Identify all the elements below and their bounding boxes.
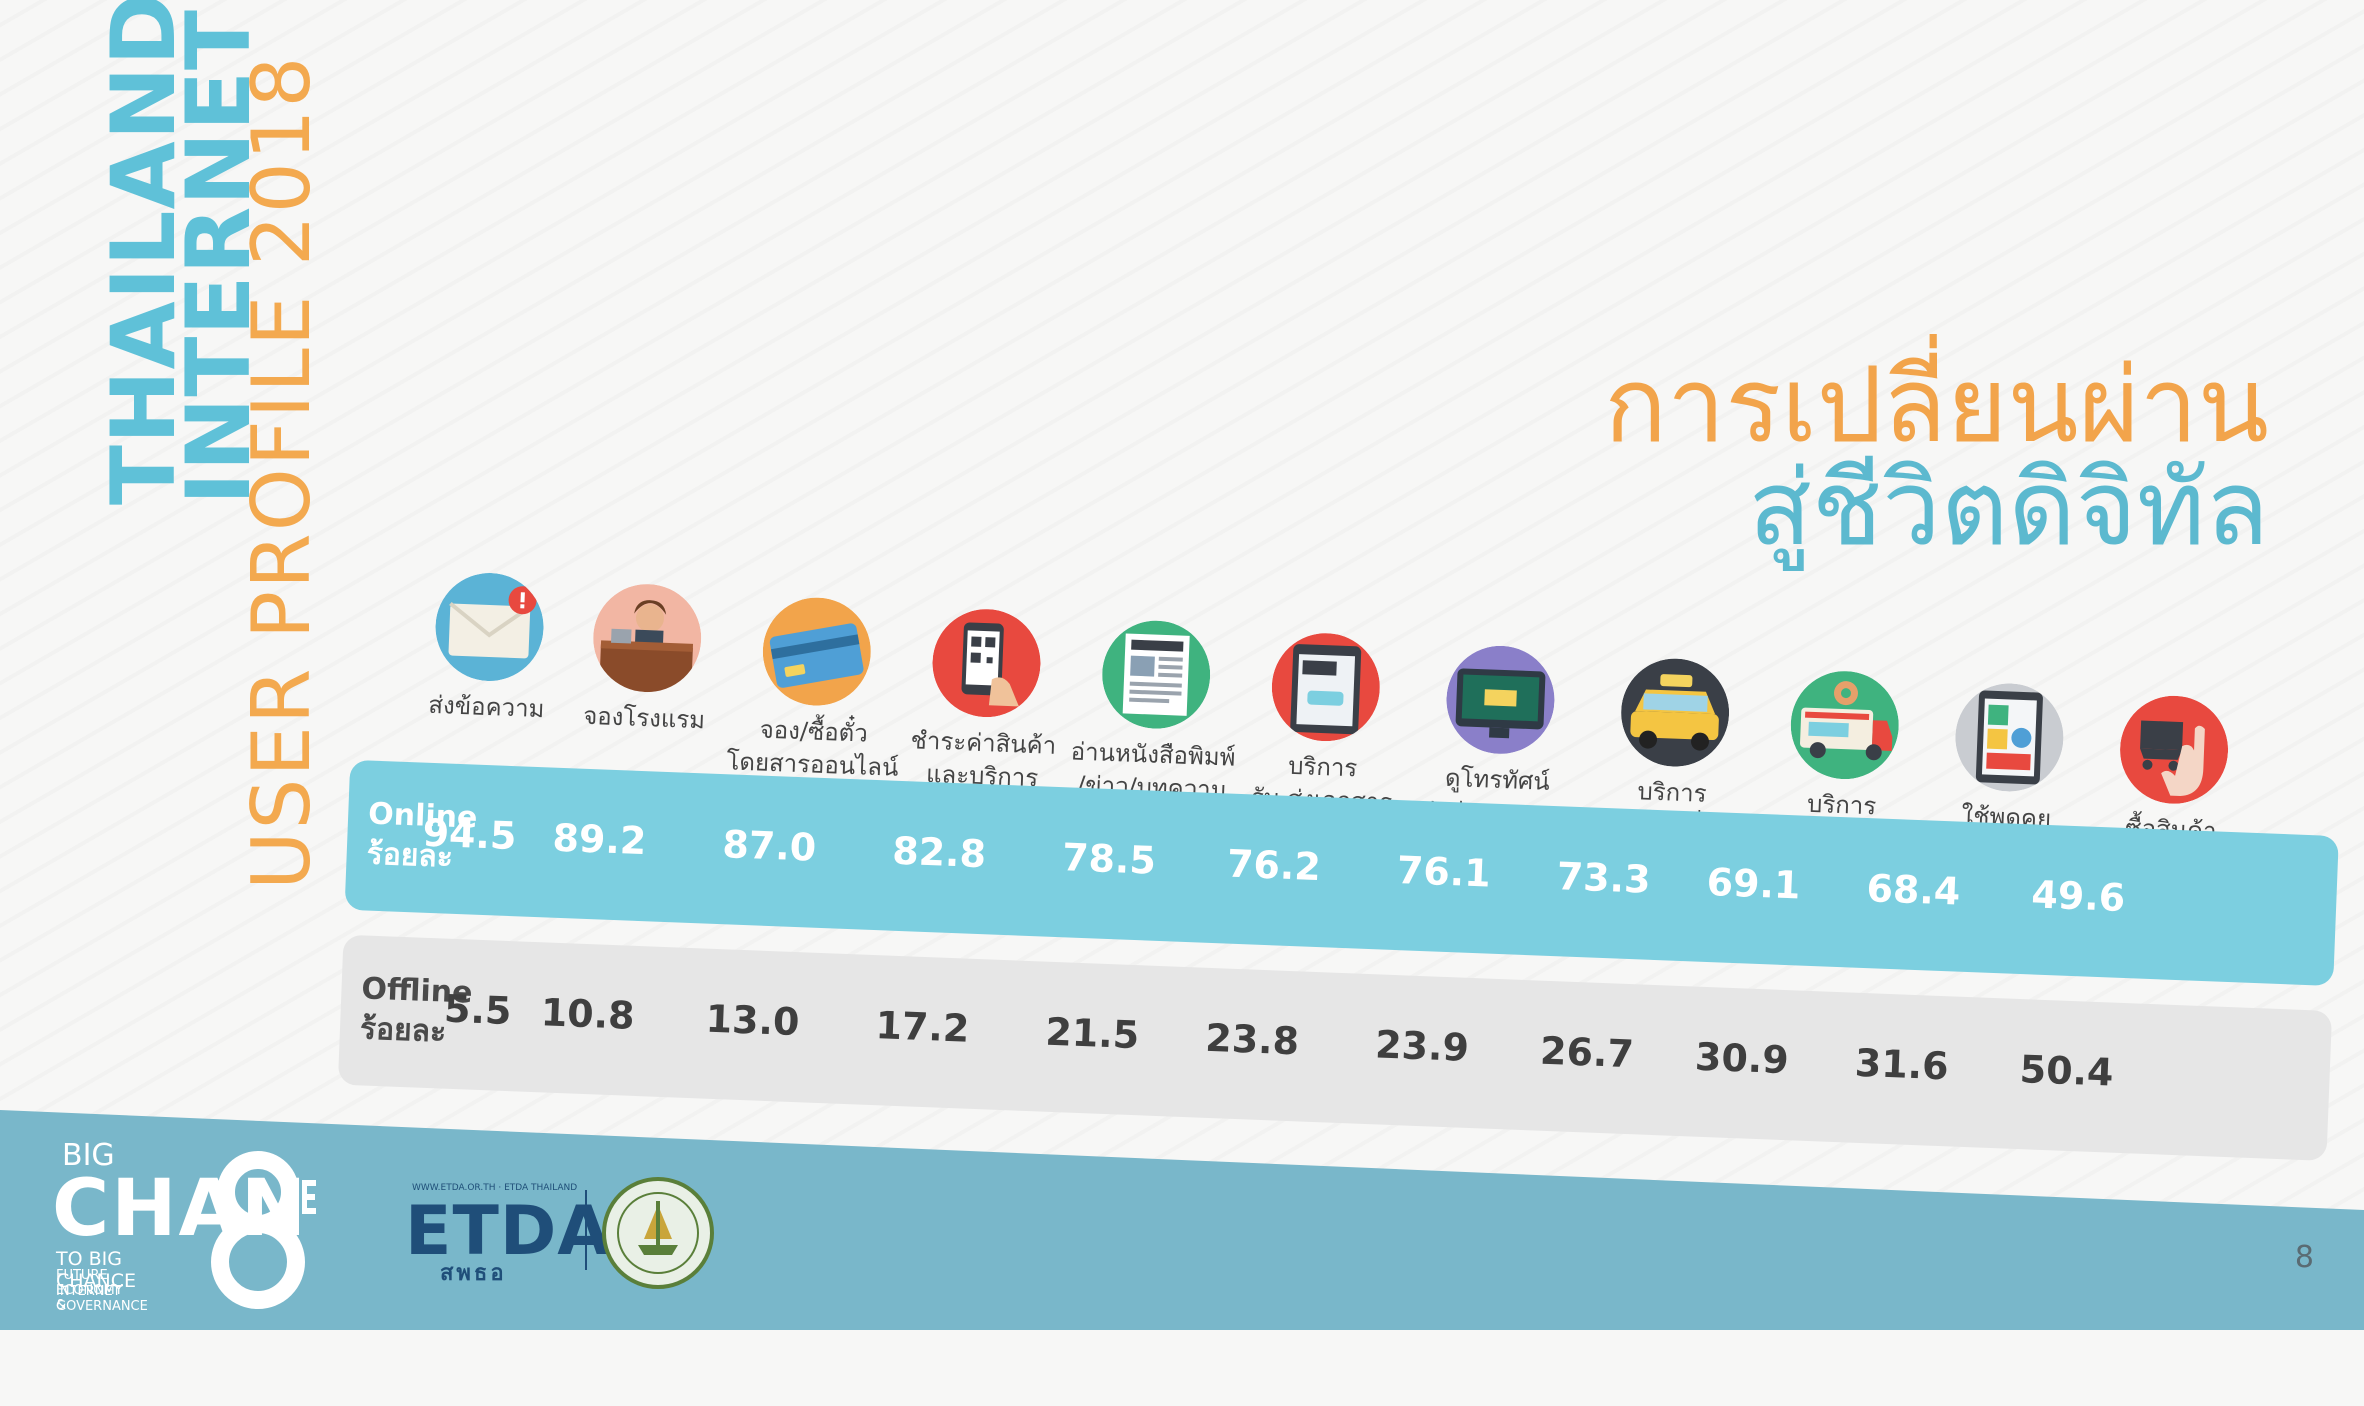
big-change-line-5: INTERNET GOVERNANCE — [56, 1284, 148, 1314]
food-truck-icon — [1789, 669, 1901, 781]
offline-value: 13.0 — [704, 996, 801, 1045]
etda-thai-text: สพธอ — [440, 1261, 507, 1286]
hotel-reception-icon — [591, 582, 703, 694]
online-value: 82.8 — [891, 828, 987, 877]
online-value: 69.1 — [1705, 859, 1802, 908]
online-value: 76.2 — [1226, 841, 1322, 890]
newspaper-icon — [1100, 619, 1212, 731]
chat-tablet-icon — [1953, 681, 2065, 793]
activity-column: อ่านหนังสือพิมพ์/ข่าว/บทความ — [1061, 617, 1248, 808]
offline-value: 30.9 — [1694, 1034, 1790, 1083]
online-value: 76.1 — [1396, 848, 1492, 896]
headline-line-2: สู่ชีวิตดิจิทัล — [1748, 447, 2269, 569]
activity-label: จองโรงแรม — [582, 701, 706, 735]
credit-card-icon — [761, 596, 873, 708]
offline-value: 17.2 — [874, 1003, 971, 1051]
activity-label: ชำระค่าสินค้า — [910, 726, 1057, 760]
online-value: 87.0 — [721, 822, 818, 870]
online-value: 73.3 — [1556, 854, 1652, 902]
shopping-cart-icon — [2118, 694, 2230, 806]
online-value: 68.4 — [1865, 866, 1962, 914]
activity-column: ส่งข้อความ — [396, 570, 582, 728]
big-change-eight-icon — [211, 1151, 316, 1309]
offline-value: 50.4 — [2018, 1047, 2115, 1095]
live-tv-icon — [1444, 644, 1556, 756]
activity-column: ชำระค่าสินค้า และบริการ — [892, 606, 1079, 797]
envelope-icon — [433, 571, 545, 683]
footer-divider — [585, 1190, 587, 1270]
offline-value: 21.5 — [1044, 1009, 1141, 1058]
big-change-line-3: TO BIG CHANCE — [56, 1248, 137, 1292]
online-value: 49.6 — [2030, 872, 2127, 920]
activity-column: ดูโทรทัศน์/ดูถ่ายทอดสด/ดูภาพยนต์/ฟังวิทย… — [1404, 642, 1600, 866]
etda-logo-text: ETDA — [405, 1192, 611, 1271]
activity-column: บริการรับ-ส่งเอกสาร — [1231, 630, 1418, 821]
offline-value: 23.8 — [1204, 1015, 1300, 1064]
etda-website: WWW.ETDA.OR.TH · ETDA THAILAND — [412, 1183, 578, 1193]
activity-column: จอง/ซื้อตั๋ว โดยสารออนไลน์ — [722, 594, 909, 785]
offline-value: 26.7 — [1539, 1028, 1635, 1077]
activity-column: บริการสั่งอาหาร — [1750, 668, 1937, 859]
offline-value: 23.9 — [1374, 1022, 1470, 1070]
help-document-icon — [1270, 631, 1382, 743]
activity-column: ใช้พูดคุย/อินเทอร์เน็ต — [1914, 680, 2101, 871]
big-change-line-1: BIG — [62, 1138, 115, 1173]
offline-value: 10.8 — [540, 990, 636, 1038]
ministry-seal-icon — [602, 1177, 714, 1289]
big-change-line-4: FUTURE ECONOMY & — [56, 1268, 123, 1313]
activity-label: ส่งข้อความ — [427, 690, 545, 724]
online-value: 89.2 — [551, 815, 648, 864]
online-value: 78.5 — [1061, 835, 1157, 883]
activity-column: บริการแท็กซี่ — [1580, 655, 1767, 846]
page-number: 8 — [2294, 1240, 2314, 1275]
qr-phone-icon — [930, 607, 1042, 719]
offline-value: 31.6 — [1854, 1040, 1950, 1089]
activity-icon-row: ส่งข้อความ จองโรงแรม จอง/ซื้อตั๋ว โดยสารออน… — [22, 0, 2364, 879]
taxi-icon — [1619, 657, 1731, 769]
headline-line-1: การเปลี่ยนผ่าน — [1604, 344, 2269, 466]
big-change-line-2: CHAN — [52, 1164, 309, 1254]
activity-column: จองโรงแรม — [554, 581, 740, 739]
